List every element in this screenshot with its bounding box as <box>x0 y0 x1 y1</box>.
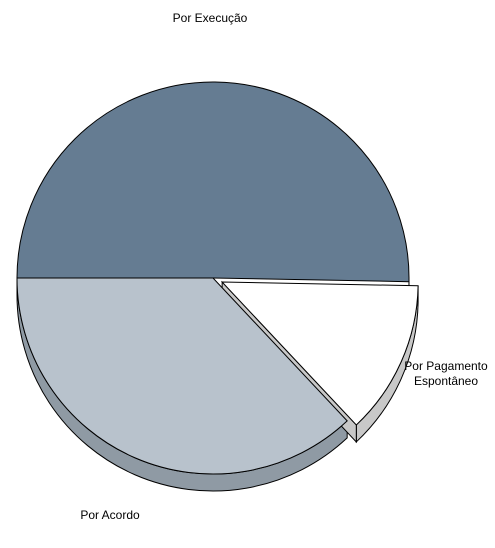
pie-slice-acordo <box>16 277 348 475</box>
slice-label-pagamento-espontaneo: Por Pagamento Espontâneo <box>404 359 488 388</box>
slice-label-acordo: Por Acordo <box>80 508 140 522</box>
pie-slice-execucao <box>16 81 410 283</box>
pie-slice-pagamento-espontaneo <box>220 281 419 426</box>
slice-label-execucao: Por Execução <box>172 11 248 25</box>
